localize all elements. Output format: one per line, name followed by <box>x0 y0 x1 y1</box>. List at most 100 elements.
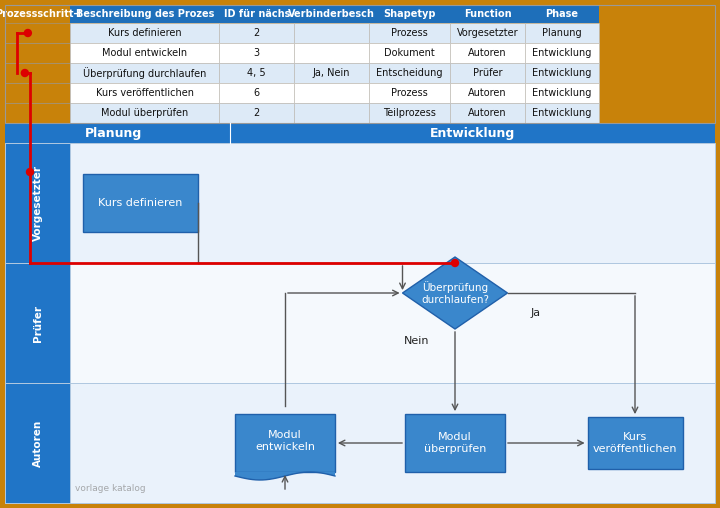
Bar <box>369 63 450 83</box>
Text: Shapetyp: Shapetyp <box>383 9 436 19</box>
Bar <box>71 103 220 123</box>
Bar <box>525 23 599 43</box>
Bar <box>294 43 369 63</box>
Bar <box>369 43 450 63</box>
Bar <box>220 63 294 83</box>
Text: Entwicklung: Entwicklung <box>532 88 592 98</box>
Text: Modul
überprüfen: Modul überprüfen <box>424 432 486 454</box>
Bar <box>71 43 220 63</box>
Bar <box>450 83 525 103</box>
Text: Kurs definieren: Kurs definieren <box>98 198 182 208</box>
Bar <box>525 43 599 63</box>
Text: Beschreibung des Prozes: Beschreibung des Prozes <box>76 9 214 19</box>
Bar <box>588 417 683 469</box>
Bar <box>5 5 715 123</box>
Bar <box>525 63 599 83</box>
Bar <box>5 263 71 383</box>
Bar <box>5 263 715 383</box>
Bar <box>5 103 71 123</box>
Bar <box>294 5 369 23</box>
Text: Planung: Planung <box>85 126 143 140</box>
Bar <box>220 5 294 23</box>
Bar <box>525 83 599 103</box>
Bar <box>369 103 450 123</box>
Text: Vorgesetzter: Vorgesetzter <box>456 28 518 38</box>
Bar <box>369 23 450 43</box>
Text: Planung: Planung <box>542 28 582 38</box>
Bar <box>5 123 715 143</box>
Text: Kurs veröffentlichen: Kurs veröffentlichen <box>96 88 194 98</box>
Circle shape <box>22 70 28 77</box>
Bar <box>294 23 369 43</box>
Text: Modul überprüfen: Modul überprüfen <box>102 108 189 118</box>
Text: Autoren: Autoren <box>32 420 42 467</box>
Text: Überprüfung durchlaufen: Überprüfung durchlaufen <box>84 67 207 79</box>
Bar <box>450 23 525 43</box>
Text: Entwicklung: Entwicklung <box>430 126 515 140</box>
Bar <box>71 83 220 103</box>
Text: Autoren: Autoren <box>468 88 507 98</box>
Text: 6: 6 <box>253 88 260 98</box>
Text: ID für nächs: ID für nächs <box>223 9 290 19</box>
Text: Vorgesetzter: Vorgesetzter <box>32 165 42 241</box>
Text: Prozess: Prozess <box>391 88 428 98</box>
Text: Function: Function <box>464 9 511 19</box>
Bar <box>294 83 369 103</box>
Text: Ja, Nein: Ja, Nein <box>312 68 350 78</box>
Circle shape <box>451 260 459 267</box>
Bar <box>220 103 294 123</box>
Bar <box>5 5 71 23</box>
Bar <box>294 103 369 123</box>
Text: Prozess: Prozess <box>391 28 428 38</box>
Bar <box>450 43 525 63</box>
Bar <box>71 23 220 43</box>
Bar <box>5 83 71 103</box>
Text: Entwicklung: Entwicklung <box>532 68 592 78</box>
Bar <box>5 63 71 83</box>
Bar <box>220 23 294 43</box>
Text: Prüfer: Prüfer <box>473 68 502 78</box>
Bar <box>294 63 369 83</box>
Text: Autoren: Autoren <box>468 48 507 58</box>
Polygon shape <box>402 257 508 329</box>
Text: vorlage katalog: vorlage katalog <box>76 484 146 493</box>
Bar <box>235 414 335 472</box>
Text: Autoren: Autoren <box>468 108 507 118</box>
Bar <box>83 174 198 232</box>
Circle shape <box>27 169 34 175</box>
Text: Modul
entwickeln: Modul entwickeln <box>255 430 315 452</box>
Bar <box>450 5 525 23</box>
Bar <box>450 103 525 123</box>
Bar <box>450 63 525 83</box>
Text: 4, 5: 4, 5 <box>248 68 266 78</box>
Bar <box>71 63 220 83</box>
Text: Entwicklung: Entwicklung <box>532 48 592 58</box>
Text: 2: 2 <box>253 108 260 118</box>
Text: Entscheidung: Entscheidung <box>376 68 443 78</box>
Bar <box>220 83 294 103</box>
Circle shape <box>24 29 32 37</box>
Text: Phase: Phase <box>546 9 578 19</box>
Bar <box>5 383 71 503</box>
Bar <box>5 23 71 43</box>
Text: Überprüfung
durchlaufen?: Überprüfung durchlaufen? <box>421 281 489 305</box>
Bar <box>525 103 599 123</box>
Text: Prozessschritt-I: Prozessschritt-I <box>0 9 81 19</box>
Bar <box>5 383 715 503</box>
Text: Entwicklung: Entwicklung <box>532 108 592 118</box>
Bar <box>405 414 505 472</box>
Text: Teilprozess: Teilprozess <box>383 108 436 118</box>
Bar <box>5 143 71 263</box>
Bar <box>525 5 599 23</box>
Text: Ja: Ja <box>531 308 541 318</box>
Bar <box>220 43 294 63</box>
Text: Modul entwickeln: Modul entwickeln <box>102 48 187 58</box>
Text: Kurs definieren: Kurs definieren <box>108 28 181 38</box>
Text: Kurs
veröffentlichen: Kurs veröffentlichen <box>593 432 678 454</box>
Text: Dokument: Dokument <box>384 48 435 58</box>
Text: Prüfer: Prüfer <box>32 304 42 341</box>
Bar <box>5 143 715 263</box>
Text: 3: 3 <box>253 48 260 58</box>
Text: Verbinderbesch: Verbinderbesch <box>288 9 374 19</box>
Bar <box>369 83 450 103</box>
